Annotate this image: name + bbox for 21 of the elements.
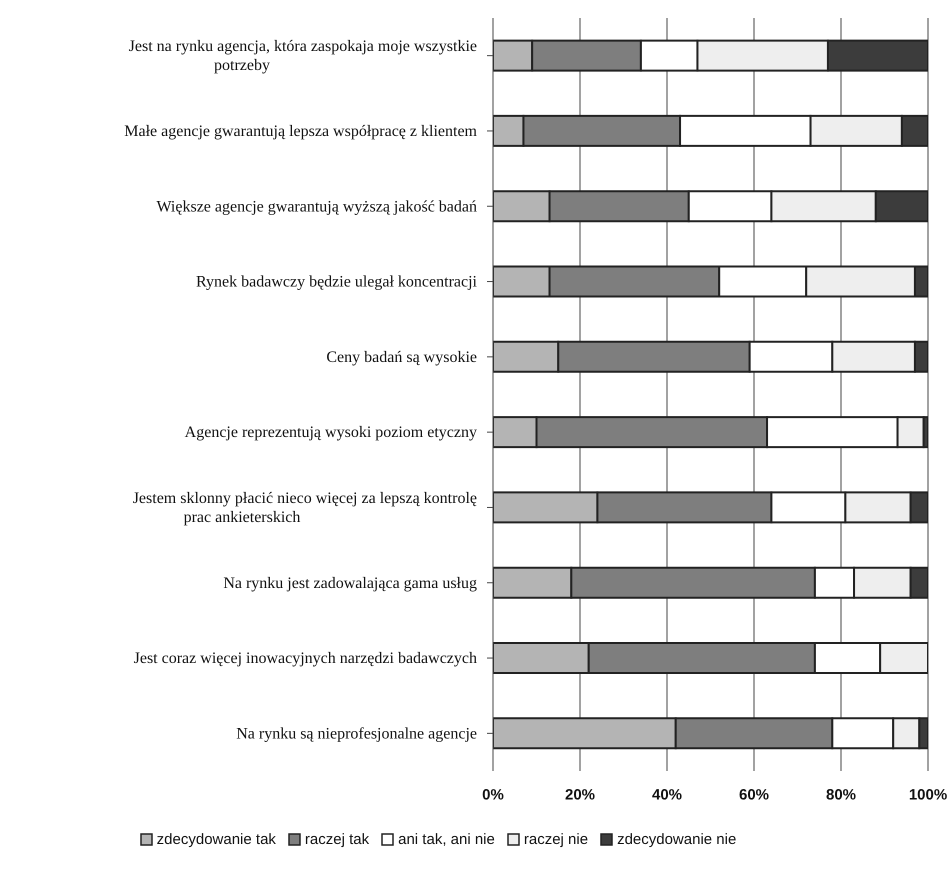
- y-tick-label: Rynek badawczy będzie ulegał koncentracji: [196, 273, 478, 290]
- x-tick-label: 40%: [652, 786, 682, 804]
- legend-label: zdecydowanie nie: [617, 831, 736, 848]
- x-tick-label: 100%: [908, 786, 948, 804]
- x-tick-label: 80%: [826, 786, 856, 804]
- y-tick-label: Jestem sklonny płacić nieco więcej za lepszą kontrolę prac ankieterskich: [132, 489, 477, 526]
- x-tick-label: 0%: [482, 786, 504, 804]
- y-tick-label: Jest coraz więcej inowacyjnych narzędzi badawczych: [134, 650, 477, 667]
- legend-label: raczej nie: [524, 831, 588, 848]
- y-tick-label: Na rynku są nieprofesjonalne agencje: [236, 724, 477, 742]
- y-tick-label: Małe agencje gwarantują lepsza współpracę z klientem: [124, 122, 478, 140]
- legend-label: raczej tak: [304, 831, 370, 848]
- y-tick-label: Na rynku jest zadowalająca gama usług: [223, 574, 477, 592]
- y-tick-label: Jest na rynku agencja, która zaspokaja moje wszystkie potrzeby: [128, 38, 477, 74]
- legend-label: zdecydowanie tak: [156, 831, 276, 848]
- y-tick-label: Agencje reprezentują wysoki poziom etyczny: [184, 424, 477, 441]
- legend-label: ani tak, ani nie: [398, 831, 495, 848]
- y-tick-label: Ceny badań są wysokie: [326, 348, 477, 366]
- x-tick-label: 20%: [564, 786, 596, 804]
- y-tick-label: Większe agencje gwarantują wyższą jakość badań: [156, 198, 477, 215]
- x-tick-label: 60%: [738, 786, 770, 804]
